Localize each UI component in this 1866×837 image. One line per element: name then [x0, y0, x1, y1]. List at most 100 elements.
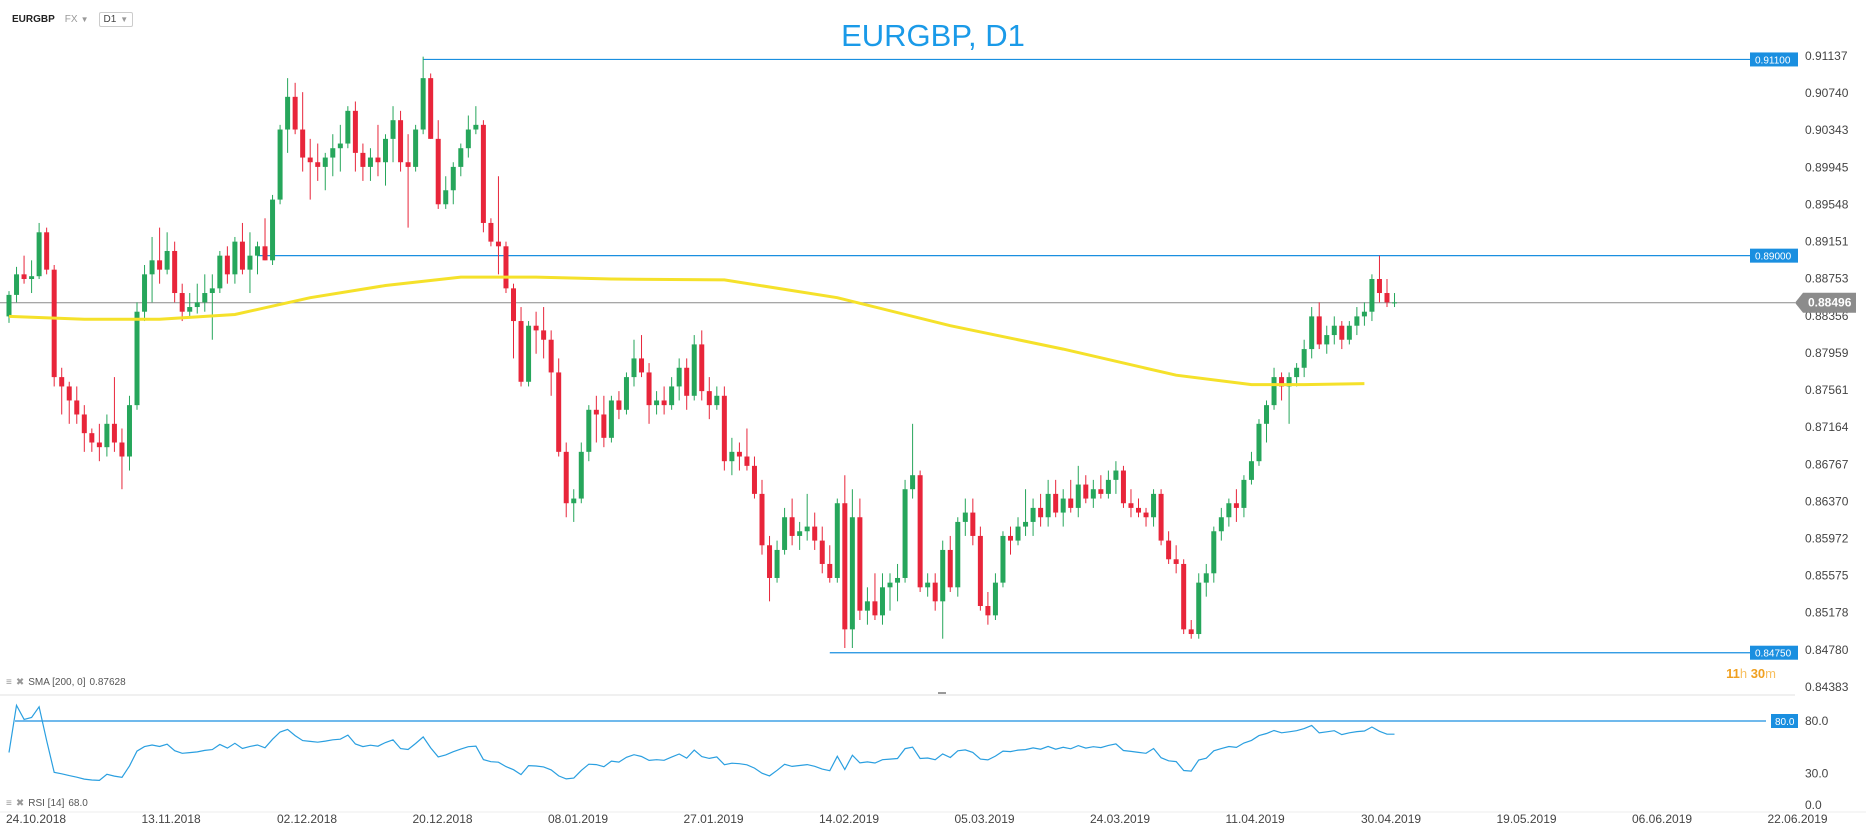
bullish-candle — [676, 367, 682, 387]
bullish-candle — [1271, 377, 1277, 406]
bearish-candle — [1136, 507, 1141, 513]
date-tick-label: 05.03.2019 — [955, 812, 1015, 826]
bearish-candle — [96, 442, 102, 448]
bullish-candle — [962, 512, 968, 522]
bearish-candle — [1128, 503, 1134, 508]
price-tick-label: 0.85178 — [1805, 606, 1849, 620]
price-tick-label: 0.85972 — [1805, 532, 1849, 546]
bullish-candle — [465, 129, 471, 149]
bearish-candle — [157, 260, 163, 270]
bullish-candle — [345, 110, 351, 144]
bullish-candle — [134, 311, 140, 406]
bullish-candle — [232, 241, 238, 275]
date-tick-label: 08.01.2019 — [548, 812, 608, 826]
date-tick-label: 24.03.2019 — [1090, 812, 1150, 826]
bearish-candle — [684, 367, 690, 396]
settings-icon[interactable]: ≡ — [6, 798, 12, 809]
sma-value: 0.87628 — [89, 677, 126, 688]
sma-legend: ≡ ✖ SMA [200, 0] 0.87628 — [6, 677, 126, 688]
bullish-candle — [887, 582, 893, 588]
date-tick-label: 27.01.2019 — [684, 812, 744, 826]
date-tick-label: 06.06.2019 — [1632, 812, 1692, 826]
rsi-overbought-tag-label: 80.0 — [1775, 717, 1795, 728]
bullish-candle — [669, 386, 675, 406]
date-tick-label: 11.04.2019 — [1226, 812, 1285, 826]
rsi-tick-label: 80.0 — [1805, 714, 1829, 728]
bullish-candle — [337, 143, 343, 149]
bearish-candle — [66, 386, 72, 401]
chevron-down-icon: ▼ — [120, 15, 129, 24]
close-icon[interactable]: ✖ — [15, 677, 25, 688]
bearish-candle — [1384, 293, 1390, 303]
bearish-candle — [172, 250, 178, 294]
bullish-candle — [473, 124, 479, 130]
date-tick-label: 13.11.2018 — [142, 812, 201, 826]
symbol-label[interactable]: EURGBP — [12, 14, 55, 25]
candle-countdown: 11h 30m — [1726, 666, 1776, 681]
bullish-candle — [940, 549, 946, 602]
price-tick-label: 0.87561 — [1805, 383, 1849, 397]
level-price-tag — [1750, 52, 1798, 67]
bullish-candle — [797, 531, 803, 536]
bearish-candle — [721, 395, 727, 462]
price-tick-label: 0.84383 — [1805, 680, 1849, 694]
chart-title: EURGBP, D1 — [841, 18, 1025, 53]
bearish-candle — [563, 451, 569, 504]
chevron-down-icon: ▼ — [80, 15, 89, 24]
instrument-type-dropdown[interactable]: FX ▼ — [65, 14, 89, 25]
bullish-candle — [413, 129, 419, 167]
bullish-candle — [1105, 479, 1111, 494]
date-tick-label: 20.12.2018 — [413, 812, 473, 826]
bearish-candle — [819, 540, 825, 564]
bearish-candle — [1098, 489, 1104, 494]
bearish-candle — [789, 517, 795, 536]
bearish-candle — [59, 377, 65, 387]
bullish-candle — [526, 325, 532, 382]
bearish-candle — [593, 409, 599, 415]
bearish-candle — [548, 339, 554, 373]
bullish-candle — [209, 288, 215, 294]
bearish-candle — [81, 414, 87, 434]
bearish-candle — [44, 232, 50, 270]
bearish-candle — [1053, 493, 1059, 513]
bearish-candle — [300, 129, 306, 158]
bullish-candle — [1309, 316, 1315, 350]
settings-icon[interactable]: ≡ — [6, 677, 12, 688]
bearish-candle — [428, 78, 434, 139]
bearish-candle — [970, 512, 976, 536]
bearish-candle — [947, 549, 953, 588]
bearish-candle — [699, 344, 705, 392]
bullish-candle — [1196, 582, 1202, 635]
sma-line — [8, 275, 1365, 387]
bullish-candle — [571, 498, 577, 504]
bearish-candle — [315, 162, 321, 167]
countdown-hours: 11 — [1726, 666, 1740, 681]
bullish-candle — [992, 582, 998, 616]
close-icon[interactable]: ✖ — [15, 798, 25, 809]
bullish-candle — [804, 526, 810, 532]
bearish-candle — [842, 503, 848, 630]
level-price-tag-label: 0.89000 — [1755, 252, 1792, 263]
bullish-candle — [285, 96, 291, 130]
bearish-candle — [1158, 493, 1164, 541]
bullish-candle — [895, 577, 901, 583]
bullish-candle — [1211, 531, 1217, 574]
date-tick-label: 24.10.2018 — [6, 812, 66, 826]
bullish-candle — [270, 199, 276, 261]
rsi-value: 68.0 — [68, 798, 88, 809]
bullish-candle — [458, 148, 464, 167]
bearish-candle — [1038, 507, 1044, 518]
bearish-candle — [435, 138, 441, 205]
bullish-candle — [691, 344, 697, 396]
bullish-candle — [834, 503, 840, 578]
countdown-h: h — [1739, 666, 1748, 681]
bearish-candle — [51, 269, 57, 378]
bullish-candle — [450, 166, 456, 191]
bearish-candle — [736, 451, 742, 457]
timeframe-dropdown[interactable]: D1 ▼ — [98, 12, 134, 27]
bullish-candle — [910, 475, 916, 490]
bearish-candle — [616, 400, 622, 410]
level-price-tag-label: 0.91100 — [1755, 55, 1791, 66]
bullish-candle — [1264, 405, 1270, 424]
rsi-overbought-tag — [1771, 714, 1798, 728]
